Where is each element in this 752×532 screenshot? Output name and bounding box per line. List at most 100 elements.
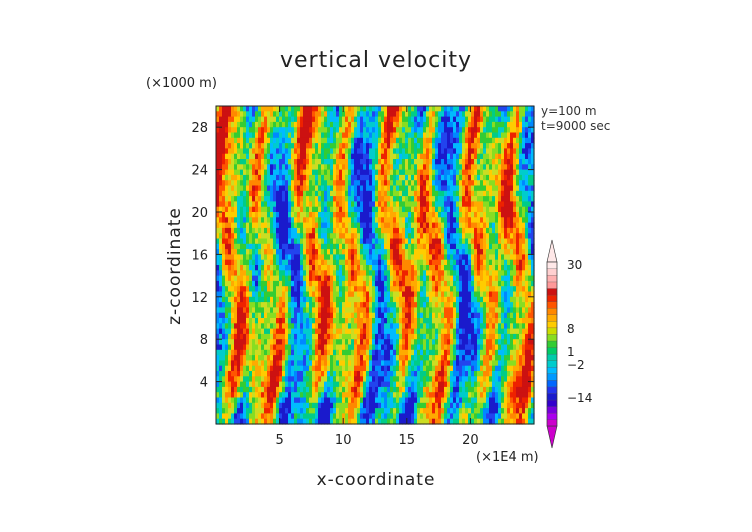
heatmap-cell xyxy=(459,164,463,171)
heatmap-cell xyxy=(372,408,376,414)
heatmap-cell xyxy=(384,286,388,293)
heatmap-cell xyxy=(225,212,229,218)
heatmap-cell xyxy=(216,355,220,361)
heatmap-cell xyxy=(390,328,394,335)
heatmap-cell xyxy=(297,111,301,118)
heatmap-cell xyxy=(309,381,313,388)
heatmap-cell xyxy=(381,275,385,282)
heatmap-cell xyxy=(366,116,370,123)
heatmap-cell xyxy=(243,280,247,287)
heatmap-cell xyxy=(336,402,340,409)
heatmap-cell xyxy=(234,249,238,255)
heatmap-cell xyxy=(240,127,244,134)
heatmap-cell xyxy=(324,127,328,134)
heatmap-cell xyxy=(453,121,457,128)
heatmap-cell xyxy=(399,392,403,399)
heatmap-cell xyxy=(342,222,346,229)
heatmap-cell xyxy=(435,159,439,165)
heatmap-cell xyxy=(351,196,355,202)
heatmap-cell xyxy=(294,180,298,187)
heatmap-cell xyxy=(321,349,325,356)
heatmap-cell xyxy=(234,201,238,208)
heatmap-cell xyxy=(345,222,349,229)
heatmap-cell xyxy=(453,217,457,224)
heatmap-cell xyxy=(417,344,421,351)
heatmap-cell xyxy=(438,265,442,271)
heatmap-cell xyxy=(387,249,391,255)
heatmap-cell xyxy=(348,270,352,277)
heatmap-cell xyxy=(387,328,391,335)
heatmap-cell xyxy=(351,280,355,287)
heatmap-cell xyxy=(300,137,304,144)
heatmap-cell xyxy=(270,418,274,425)
heatmap-cell xyxy=(414,397,418,404)
heatmap-cell xyxy=(375,333,379,340)
heatmap-cell xyxy=(366,386,370,393)
heatmap-cell xyxy=(444,153,448,160)
heatmap-cell xyxy=(327,333,331,340)
heatmap-cell xyxy=(258,275,262,282)
heatmap-cell xyxy=(222,418,226,425)
heatmap-cell xyxy=(288,307,292,314)
heatmap-cell xyxy=(390,238,394,245)
heatmap-cell xyxy=(450,418,454,425)
heatmap-cell xyxy=(222,381,226,388)
heatmap-cell xyxy=(444,296,448,303)
heatmap-cell xyxy=(264,413,268,420)
heatmap-cell xyxy=(447,222,451,229)
heatmap-cell xyxy=(420,302,424,308)
heatmap-cell xyxy=(333,376,337,383)
heatmap-cell xyxy=(276,302,280,308)
heatmap-cell xyxy=(348,174,352,181)
heatmap-cell xyxy=(255,222,259,229)
heatmap-cell xyxy=(339,323,343,330)
heatmap-cell xyxy=(306,296,310,303)
heatmap-cell xyxy=(261,349,265,356)
heatmap-cell xyxy=(372,339,376,346)
heatmap-cell xyxy=(312,148,316,155)
heatmap-cell xyxy=(300,222,304,229)
heatmap-cell xyxy=(240,302,244,308)
heatmap-cell xyxy=(237,243,241,250)
heatmap-cell xyxy=(348,143,352,149)
heatmap-cell xyxy=(456,196,460,202)
heatmap-cell xyxy=(393,402,397,409)
heatmap-cell xyxy=(267,344,271,351)
heatmap-cell xyxy=(303,413,307,420)
heatmap-cell xyxy=(342,349,346,356)
heatmap-cell xyxy=(231,127,235,134)
heatmap-cell xyxy=(348,318,352,324)
heatmap-cell xyxy=(429,418,433,425)
heatmap-cell xyxy=(387,164,391,171)
heatmap-cell xyxy=(396,190,400,197)
heatmap-cell xyxy=(228,408,232,414)
heatmap-cell xyxy=(390,307,394,314)
heatmap-cell xyxy=(432,307,436,314)
heatmap-cell xyxy=(315,328,319,335)
heatmap-cell xyxy=(378,333,382,340)
heatmap-cell xyxy=(381,169,385,176)
heatmap-cell xyxy=(378,116,382,123)
heatmap-cell xyxy=(225,376,229,383)
heatmap-cell xyxy=(282,217,286,224)
heatmap-cell xyxy=(423,180,427,187)
heatmap-cell xyxy=(384,201,388,208)
heatmap-cell xyxy=(228,217,232,224)
heatmap-cell xyxy=(375,196,379,202)
heatmap-cell xyxy=(258,111,262,118)
heatmap-cell xyxy=(321,116,325,123)
heatmap-cell xyxy=(225,402,229,409)
heatmap-cell xyxy=(237,291,241,298)
heatmap-cell xyxy=(237,275,241,282)
heatmap-cell xyxy=(420,392,424,399)
heatmap-cell xyxy=(261,227,265,234)
heatmap-cell xyxy=(435,217,439,224)
heatmap-cell xyxy=(324,386,328,393)
heatmap-cell xyxy=(420,174,424,181)
heatmap-cell xyxy=(330,116,334,123)
heatmap-cell xyxy=(438,201,442,208)
heatmap-cell xyxy=(429,116,433,123)
heatmap-cell xyxy=(435,381,439,388)
heatmap-cell xyxy=(219,360,223,367)
heatmap-cell xyxy=(267,291,271,298)
